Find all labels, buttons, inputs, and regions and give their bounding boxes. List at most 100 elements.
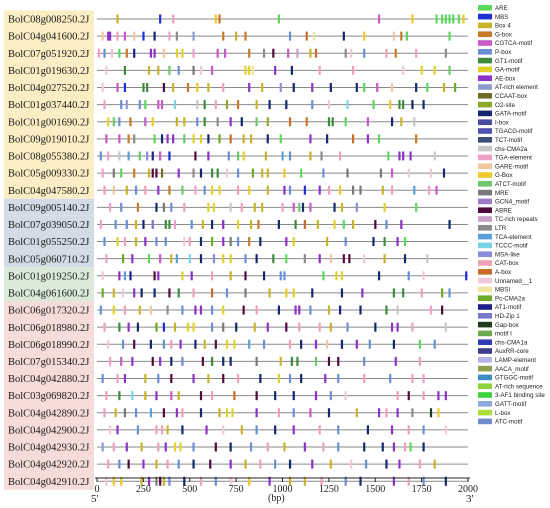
cis-element-mark [411,14,414,24]
cis-element-mark [214,339,217,349]
cis-element-mark [303,219,306,229]
legend-swatch [478,418,492,425]
cis-element-mark [409,151,412,161]
cis-element-mark [211,65,214,75]
cis-element-mark [337,425,340,435]
legend-swatch [478,348,492,354]
cis-element-mark [311,82,314,92]
cis-element-mark [173,219,177,229]
legend-label: Box 4 [495,23,511,30]
legend-item: ATCT-motif [478,181,526,188]
cis-element-mark [355,82,358,92]
cis-element-mark [462,14,465,24]
legend-item: MBSI [478,286,510,294]
gene-label: BolC04g042900.2J [8,425,89,436]
cis-element-mark [146,82,149,92]
legend-label: ARE [495,5,508,12]
cis-element-mark [142,459,145,469]
cis-element-mark [144,391,147,401]
cis-element-mark [387,151,390,161]
cis-element-mark [389,374,392,384]
cis-element-mark [326,134,329,144]
cis-element-mark [402,151,405,161]
cis-element-mark [207,202,210,212]
legend-swatch [478,66,492,73]
legend-label: TGA-element [495,155,532,162]
cis-element-mark [422,442,425,452]
cis-element-mark [355,339,358,349]
gene-label: BolC08g055380.2J [8,152,89,163]
cis-element-mark [441,305,444,315]
cis-element-mark [363,356,366,366]
cis-element-mark [433,339,436,349]
cis-element-mark [377,271,381,281]
legend-item: CCAAT-box [478,93,528,100]
cis-element-mark [244,271,247,281]
cis-element-mark [147,476,151,486]
cis-element-mark [400,31,403,41]
legend-swatch [478,207,492,213]
gene-rows: BolC08g008250.2J BolC04g041600.2J BolC07g0… [4,10,468,490]
cis-element-mark [194,305,197,315]
gene-label: BolC07g051920.2J [8,49,89,60]
cis-element-mark [418,356,421,366]
cis-element-mark [155,202,158,212]
cis-element-mark [120,356,123,366]
gene-label-background [4,301,94,319]
cis-element-mark [381,185,384,195]
cis-element-mark [153,288,156,298]
cis-element-mark [444,48,447,58]
gene-label-background [4,44,94,62]
cis-element-mark [435,185,438,195]
gene-label: BolC04g061600.2J [8,289,89,300]
cis-element-mark [311,459,314,469]
cis-element-mark [149,339,152,349]
cis-element-mark [385,459,388,469]
cis-element-mark [168,288,171,298]
cis-element-mark [242,134,245,144]
cis-element-mark [116,14,119,24]
cis-element-mark [140,442,143,452]
gene-label-background [4,215,94,233]
cis-element-mark [118,151,121,161]
cis-element-mark [186,322,190,332]
cis-element-mark [253,202,256,212]
cis-element-mark [290,356,293,366]
cis-element-mark [225,339,229,349]
cis-element-mark [309,305,312,315]
legend-label: GATA-motif [495,111,527,118]
legend-label: LTR [495,225,507,232]
legend-swatch [478,286,492,293]
cis-element-mark [175,31,178,41]
cis-element-mark [344,117,347,127]
cis-element-mark [162,48,165,58]
cis-element-mark [392,442,395,452]
cis-element-mark [170,356,173,366]
cis-element-mark [283,271,286,281]
gene-label: BolC05g060710.2J [8,254,89,265]
legend-swatch [478,145,492,152]
gene-label-background [4,421,94,439]
cis-element-mark [411,100,414,110]
gene-row: BolC01g019630.2J [4,61,468,79]
legend-item: TGACG-motif [478,128,533,135]
cis-element-mark [277,374,280,384]
cis-element-mark [396,305,399,315]
cis-element-mark [201,356,204,366]
cis-element-mark [192,48,195,58]
legend-swatch [478,22,492,29]
cis-element-mark [363,442,366,452]
cis-element-mark [211,219,214,229]
cis-element-mark [433,459,436,469]
cis-element-mark [199,476,203,486]
cis-element-mark [405,31,408,41]
cis-element-mark [257,219,260,229]
cis-element-mark [177,459,180,469]
legend-label: Gap-box [495,322,520,329]
cis-element-mark [192,459,195,469]
cis-element-mark [266,322,269,332]
cis-element-mark [364,459,368,469]
cis-element-mark [127,459,130,469]
cis-element-mark [153,134,156,144]
legend-swatch [478,409,492,416]
